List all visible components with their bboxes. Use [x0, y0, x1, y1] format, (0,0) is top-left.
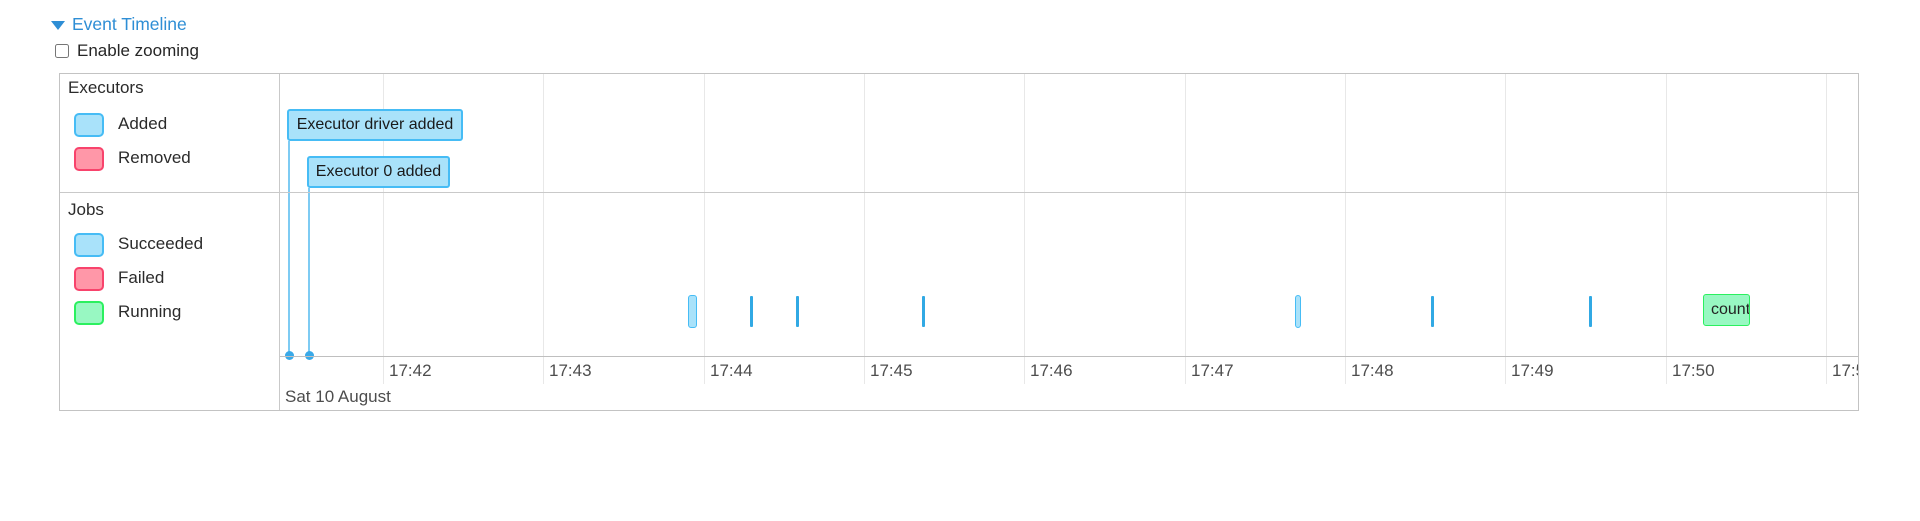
- axis-subtick: [1826, 356, 1827, 384]
- gridline: [704, 74, 705, 356]
- gridline: [1024, 74, 1025, 356]
- tick-label: 17:45: [870, 361, 913, 380]
- enable-zooming-row[interactable]: Enable zooming: [55, 41, 199, 61]
- axis-subtick: [1505, 356, 1506, 384]
- axis-subtick: [543, 356, 544, 384]
- tick-label: 17:44: [710, 361, 753, 380]
- job-event-bar[interactable]: [750, 296, 753, 327]
- axis-subtick: [1666, 356, 1667, 384]
- gridline: [1185, 74, 1186, 356]
- legend-section-title: Jobs: [68, 200, 104, 219]
- legend-label: Failed: [118, 268, 165, 287]
- tick-label: 17:43: [549, 361, 592, 380]
- running-job-box[interactable]: count: [1703, 294, 1750, 326]
- executor-event-box[interactable]: Executor 0 added: [307, 156, 450, 188]
- legend-label: Running: [118, 302, 182, 321]
- job-event-bar[interactable]: [922, 296, 925, 327]
- legend-swatch-removed-icon: [74, 267, 104, 291]
- timeline-chart[interactable]: Sat 10 August 17:42 17:43 17:44 17:45 17:46 1…: [280, 74, 1858, 410]
- event-timeline-panel: Executors Added Removed Jobs Succeeded Failed…: [59, 73, 1859, 411]
- enable-zooming-checkbox[interactable]: [55, 44, 69, 58]
- legend-label: Succeeded: [118, 234, 204, 253]
- legend-swatch-added-icon: [74, 113, 104, 137]
- gridline: [1666, 74, 1667, 356]
- tick-label: 17:47: [1191, 361, 1234, 380]
- job-event-bar[interactable]: [688, 295, 697, 328]
- event-dot: [305, 351, 314, 360]
- tick-label: 17:51: [1832, 361, 1858, 380]
- legend-label: Added: [118, 114, 168, 133]
- event-dot: [285, 351, 294, 360]
- tick-label: 17:48: [1351, 361, 1394, 380]
- axis-subtick: [1185, 356, 1186, 384]
- axis-date-label: Sat 10 August: [285, 387, 391, 406]
- caret-down-icon: [51, 21, 65, 30]
- time-axis-line: [60, 356, 1858, 357]
- event-timeline-toggle[interactable]: Event Timeline: [51, 14, 187, 35]
- job-event-bar[interactable]: [1295, 295, 1301, 328]
- job-event-bar[interactable]: [796, 296, 799, 327]
- timeline-legend: Executors Added Removed Jobs Succeeded Failed…: [60, 74, 280, 410]
- gridline: [543, 74, 544, 356]
- gridline: [864, 74, 865, 356]
- tick-label: 17:46: [1030, 361, 1073, 380]
- job-event-bar[interactable]: [1589, 296, 1592, 327]
- legend-section-title: Executors: [68, 78, 144, 97]
- axis-subtick: [1345, 356, 1346, 384]
- axis-subtick: [383, 356, 384, 384]
- gridline: [1345, 74, 1346, 356]
- legend-swatch-running-icon: [74, 301, 104, 325]
- axis-subtick: [864, 356, 865, 384]
- job-event-bar[interactable]: [1431, 296, 1434, 327]
- gridline: [1826, 74, 1827, 356]
- tick-label: 17:42: [389, 361, 432, 380]
- axis-subtick: [1024, 356, 1025, 384]
- gridline: [1505, 74, 1506, 356]
- gridline: [383, 74, 384, 356]
- tick-label: 17:50: [1672, 361, 1715, 380]
- legend-swatch-removed-icon: [74, 147, 104, 171]
- executor-event-box[interactable]: Executor driver added: [287, 109, 463, 141]
- lane-divider: [60, 192, 1858, 193]
- axis-subtick: [704, 356, 705, 384]
- event-timeline-title: Event Timeline: [72, 14, 187, 34]
- event-stem: [288, 141, 290, 356]
- tick-label: 17:49: [1511, 361, 1554, 380]
- legend-label: Removed: [118, 148, 191, 167]
- legend-swatch-added-icon: [74, 233, 104, 257]
- event-stem: [308, 188, 310, 356]
- enable-zooming-label: Enable zooming: [77, 41, 199, 60]
